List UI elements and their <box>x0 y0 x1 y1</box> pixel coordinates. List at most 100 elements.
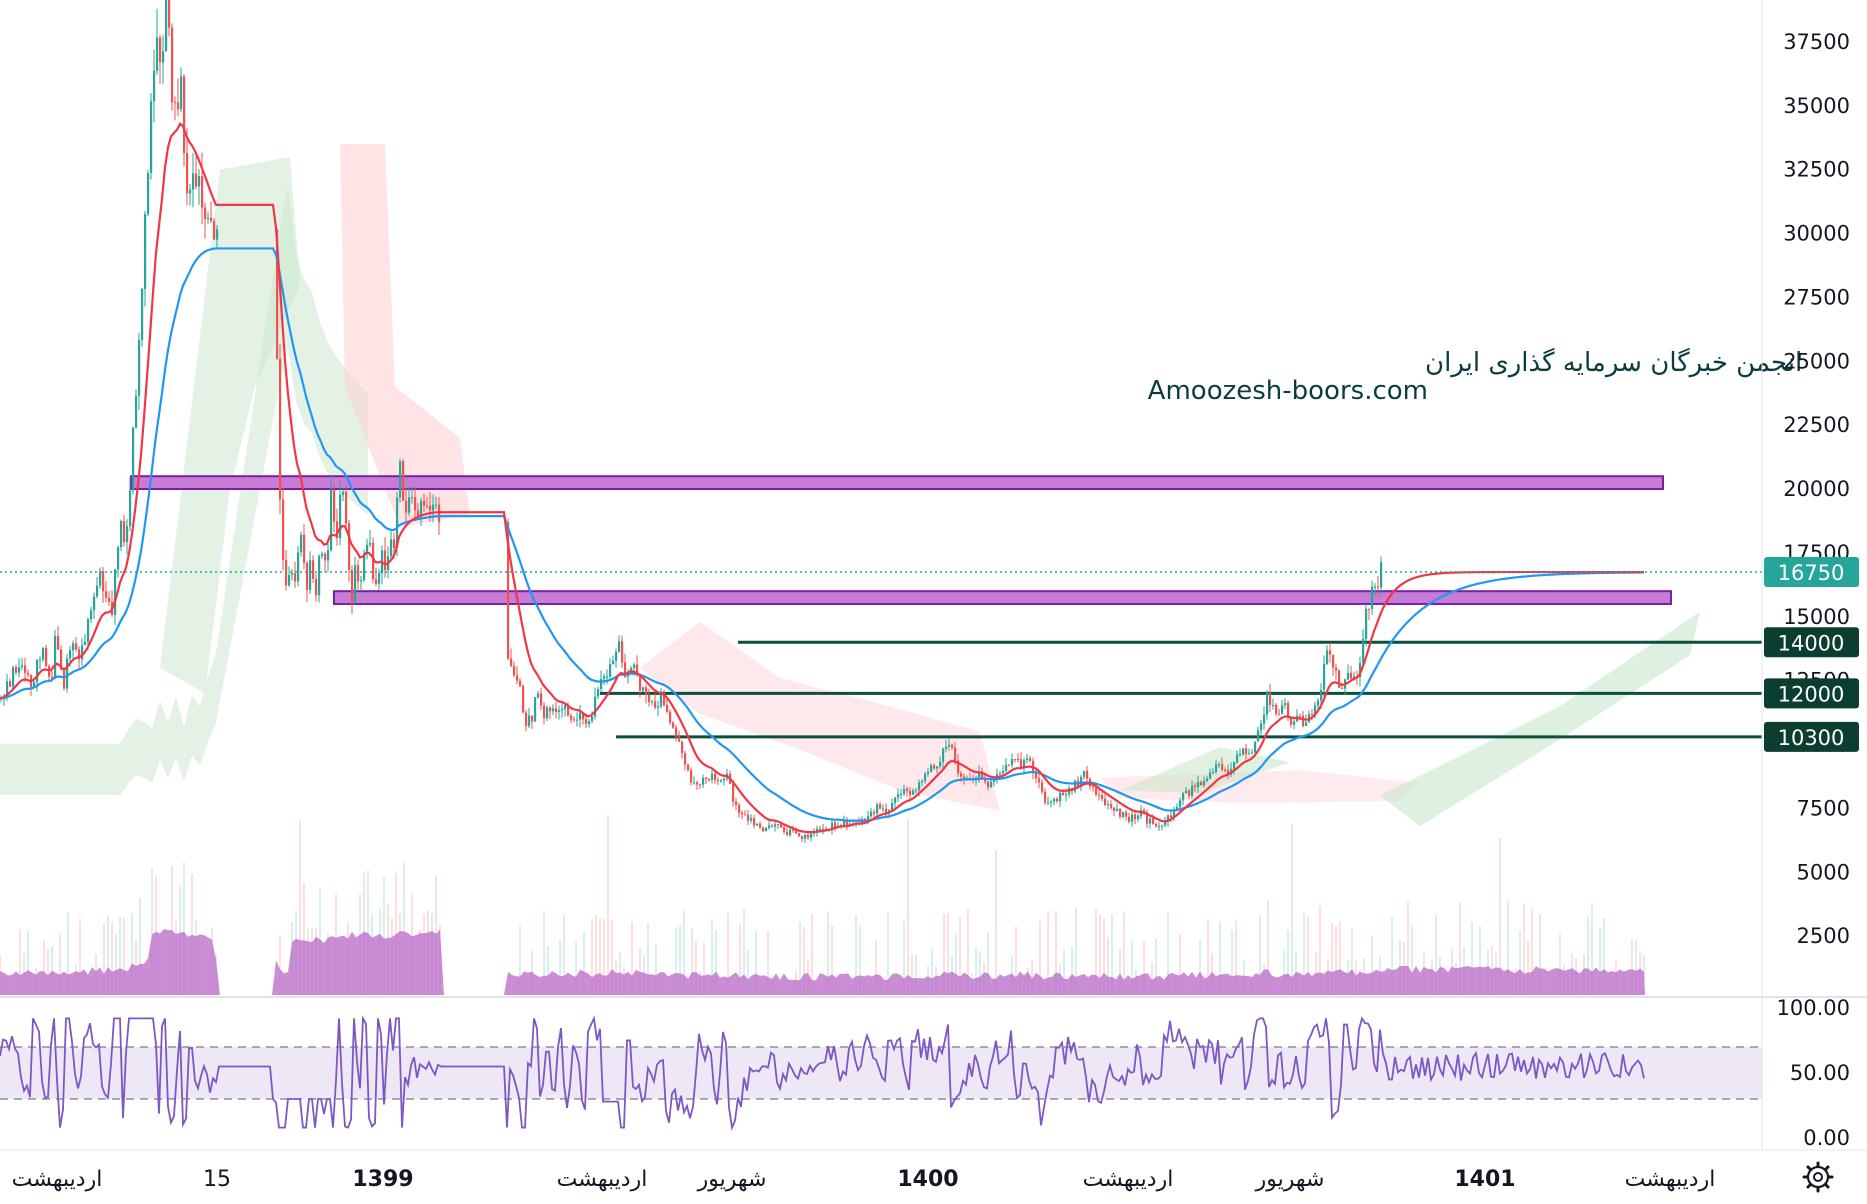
candle-body <box>42 648 45 660</box>
candle-body <box>534 697 537 722</box>
candle-body <box>1317 700 1320 706</box>
candle-body <box>99 571 102 586</box>
cloud-green-segment <box>184 694 192 782</box>
ma-slow-line <box>0 247 1645 822</box>
time-tick-label: اردیبهشت <box>557 1167 648 1192</box>
candle-body <box>1029 758 1032 761</box>
candle-body <box>618 641 621 652</box>
candle-body <box>1197 781 1200 788</box>
candle-body <box>303 534 306 563</box>
candle-body <box>1377 586 1380 588</box>
candle-body <box>519 680 522 687</box>
candle-body <box>1245 748 1248 754</box>
candle-body <box>546 707 549 719</box>
candle-body <box>549 707 552 712</box>
candle-body <box>51 676 54 679</box>
candle-body <box>339 494 342 539</box>
cloud-green-segment <box>320 322 328 475</box>
candle-body <box>1107 804 1110 806</box>
cloud-green-segment <box>56 743 64 795</box>
price-axis[interactable]: 4000037500350003250030000275002500022500… <box>1783 0 1850 948</box>
candle-body <box>1329 650 1332 655</box>
watermark-line-1: انجمن خبرگان سرمایه گذاری ایران <box>1425 347 1802 378</box>
candle-body <box>72 643 75 651</box>
candle-body <box>204 207 207 220</box>
candle-body <box>1353 676 1356 679</box>
candle-body <box>138 339 141 396</box>
price-tick-label: 25000 <box>1783 349 1850 373</box>
candle-body <box>1293 721 1296 725</box>
candle-body <box>1347 672 1350 680</box>
candle-body <box>1026 758 1029 761</box>
rsi-line <box>0 1015 1645 1131</box>
volume-average-area <box>0 928 1645 995</box>
candle-body <box>561 708 564 711</box>
level-badge-12000-bg <box>1764 678 1859 709</box>
cloud-green-segment <box>64 743 72 795</box>
cloud-green-segment <box>1120 747 1290 794</box>
candle-body <box>1260 723 1263 731</box>
candle-body <box>351 570 354 603</box>
candle-body <box>1320 689 1323 701</box>
candle-body <box>1251 752 1254 754</box>
candle-body <box>531 715 534 722</box>
candle-body <box>1083 770 1086 777</box>
cloud-green-segment <box>192 694 200 766</box>
candle-body <box>687 764 690 771</box>
candle-body <box>876 804 879 814</box>
candle-body <box>1008 764 1011 766</box>
candle-body <box>1185 790 1188 794</box>
candle-body <box>600 678 603 690</box>
candle-body <box>723 778 726 781</box>
candle-body <box>438 504 441 523</box>
candle-body <box>900 794 903 796</box>
candle-body <box>24 665 27 673</box>
candle-body <box>297 552 300 582</box>
price-tick-label: 2500 <box>1797 924 1850 948</box>
candle-body <box>1194 785 1197 788</box>
level-badge-10300: 10300 <box>1778 726 1845 750</box>
cloud-green-segment <box>336 356 344 494</box>
candle-body <box>1341 687 1344 689</box>
candle-body <box>1323 663 1326 690</box>
candle-body <box>540 693 543 706</box>
cloud-green-segment <box>88 743 96 795</box>
level-badge-14000-bg <box>1764 627 1859 658</box>
candle-body <box>327 550 330 561</box>
candle-body <box>1371 586 1374 609</box>
candle-body <box>126 526 129 543</box>
cloud-green-segment <box>112 743 120 795</box>
time-axis[interactable]: اردیبهشت 15 1399 اردیبهشت شهریور 1400 اردیبهشت… <box>12 1167 1716 1192</box>
candle-body <box>1137 815 1140 820</box>
gear-icon[interactable] <box>1802 1161 1834 1193</box>
cloud-green-segment <box>312 292 320 458</box>
candle-body <box>918 782 921 791</box>
candle-body <box>612 660 615 665</box>
candle-body <box>957 760 960 774</box>
candle-body <box>1272 704 1275 706</box>
candle-body <box>774 824 777 827</box>
cloud-green-segment <box>32 743 40 795</box>
candle-body <box>897 794 900 798</box>
candle-body <box>1218 764 1221 766</box>
candle-body <box>915 790 918 792</box>
candle-body <box>588 721 591 725</box>
candle-body <box>885 808 888 814</box>
candle-body <box>1128 816 1131 822</box>
candle-body <box>54 636 57 679</box>
candle-body <box>606 676 609 678</box>
cloud-green-segment <box>96 743 104 795</box>
candle-body <box>702 777 705 785</box>
candle-body <box>621 641 624 663</box>
candle-body <box>1086 770 1089 779</box>
candle-body <box>90 610 93 620</box>
candle-body <box>1152 818 1155 825</box>
candle-body <box>1368 608 1371 610</box>
watermark-line-2: Amoozesh-boors.com <box>1148 376 1428 406</box>
candle-body <box>165 0 168 52</box>
candle-body <box>1149 818 1152 824</box>
candle-body <box>1161 825 1164 827</box>
candle-body <box>624 662 627 677</box>
candle-body <box>846 820 849 826</box>
